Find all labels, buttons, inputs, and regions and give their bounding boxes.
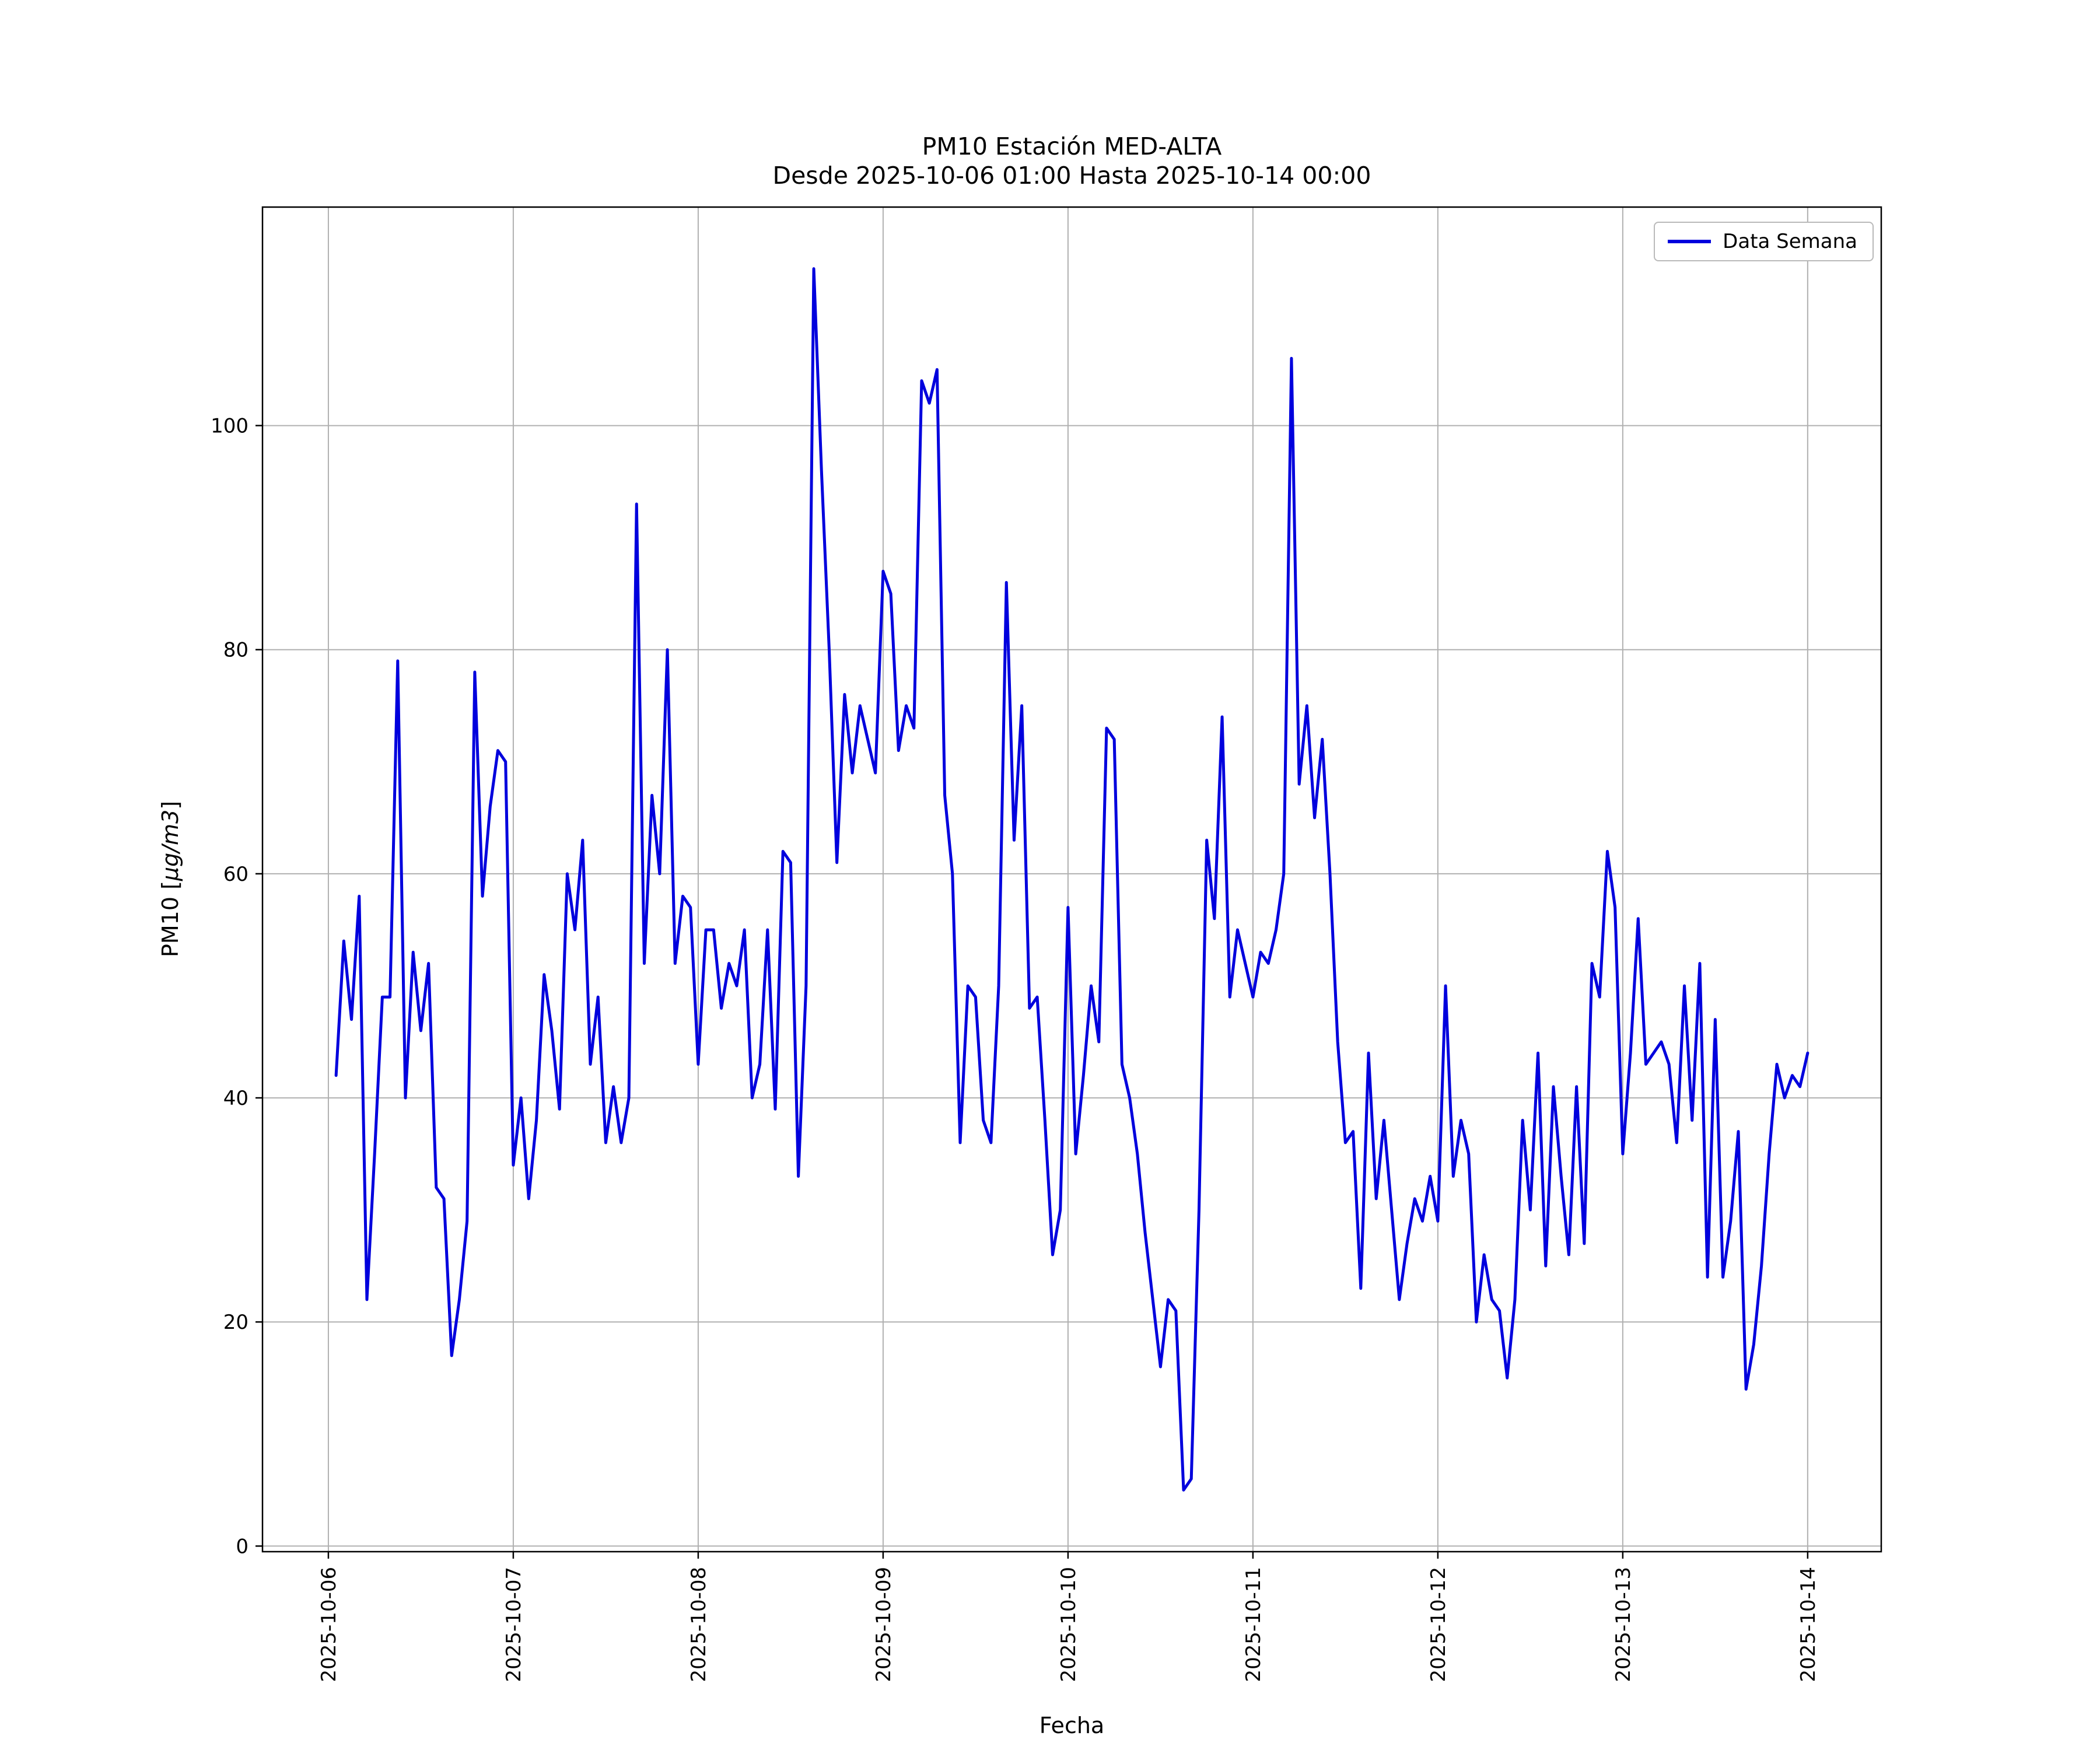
legend: Data Semana xyxy=(1654,222,1874,261)
legend-line-sample xyxy=(1668,240,1712,243)
y-tick-label: 60 xyxy=(223,863,249,886)
x-tick-label: 2025-10-13 xyxy=(1612,1567,1635,1682)
x-tick-label: 2025-10-08 xyxy=(687,1567,710,1682)
legend-label: Data Semana xyxy=(1723,230,1857,253)
x-tick-label: 2025-10-12 xyxy=(1427,1567,1450,1682)
data-line-semana xyxy=(334,267,1810,1492)
x-tick-label: 2025-10-10 xyxy=(1057,1567,1080,1682)
x-tick-label: 2025-10-07 xyxy=(502,1567,526,1682)
y-tick-label: 40 xyxy=(223,1087,249,1110)
y-tick-label: 0 xyxy=(236,1535,249,1558)
axes-border xyxy=(261,206,1882,1553)
x-tick-label: 2025-10-14 xyxy=(1797,1567,1820,1682)
chart-title: PM10 Estación MED-ALTA Desde 2025-10-06 … xyxy=(262,132,1881,190)
y-tick-label: 80 xyxy=(223,639,249,662)
chart-title-line2: Desde 2025-10-06 01:00 Hasta 2025-10-14 … xyxy=(772,162,1371,190)
chart-title-line1: PM10 Estación MED-ALTA xyxy=(922,132,1222,160)
y-tick-label: 100 xyxy=(211,415,249,438)
y-axis-label: PM10 [µg/m3] xyxy=(158,800,183,958)
x-axis-label: Fecha xyxy=(1039,1713,1105,1738)
x-tick-label: 2025-10-11 xyxy=(1242,1567,1265,1682)
x-tick-label: 2025-10-09 xyxy=(872,1567,895,1682)
y-tick-label: 20 xyxy=(223,1311,249,1334)
x-tick-label: 2025-10-06 xyxy=(317,1567,341,1682)
